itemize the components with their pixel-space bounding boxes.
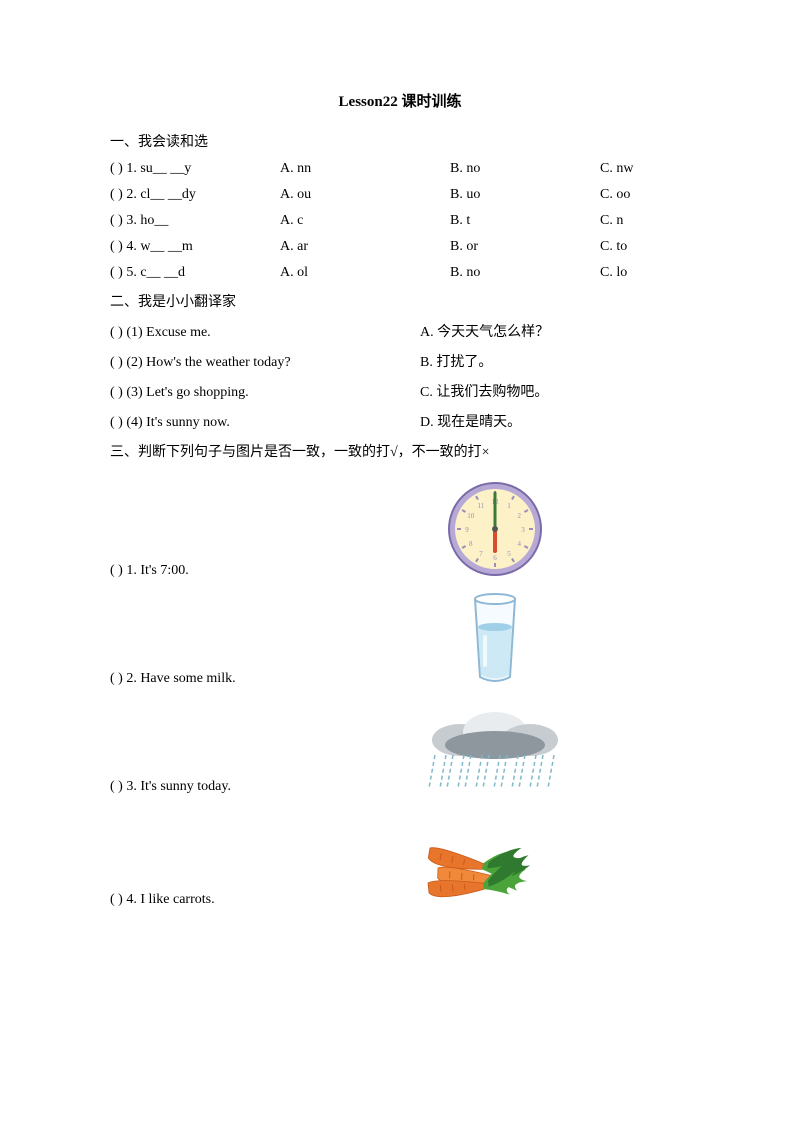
question-text: ( ) 1. su__ __y <box>110 161 280 177</box>
section3-row: ( ) 4. I like carrots. <box>110 803 690 908</box>
section1-header: 一、我会读和选 <box>110 131 690 151</box>
option-c: C. to <box>600 239 680 255</box>
section1-row: ( ) 5. c__ __dA. olB. noC. lo <box>110 265 690 281</box>
option-a: A. nn <box>280 161 450 177</box>
question-text: ( ) 4. w__ __m <box>110 239 280 255</box>
option-c: C. lo <box>600 265 680 281</box>
svg-text:4: 4 <box>517 540 521 548</box>
svg-text:3: 3 <box>521 526 525 534</box>
option-b: B. no <box>450 161 600 177</box>
option-b: B. t <box>450 213 600 229</box>
match-right: A. 今天天气怎么样？ <box>420 321 690 341</box>
section3-row: ( ) 1. It's 7:00.121234567891011 <box>110 471 690 579</box>
option-b: B. uo <box>450 187 600 203</box>
section3-row: ( ) 2. Have some milk. <box>110 587 690 687</box>
rain-icon <box>420 700 570 795</box>
svg-text:10: 10 <box>467 512 475 520</box>
option-a: A. ar <box>280 239 450 255</box>
clock-icon: 121234567891011 <box>420 479 570 579</box>
section2-row: ( ) (1) Excuse me.A. 今天天气怎么样？ <box>110 321 690 341</box>
svg-text:9: 9 <box>465 526 469 534</box>
match-left: ( ) (3) Let's go shopping. <box>110 385 420 401</box>
option-c: C. oo <box>600 187 680 203</box>
svg-text:11: 11 <box>478 502 485 510</box>
section1-row: ( ) 4. w__ __mA. arB. orC. to <box>110 239 690 255</box>
section3-header: 三、判断下列句子与图片是否一致，一致的打√，不一致的打× <box>110 441 690 461</box>
match-right: D. 现在是晴天。 <box>420 411 690 431</box>
match-right: C. 让我们去购物吧。 <box>420 381 690 401</box>
question-text: ( ) 3. ho__ <box>110 213 280 229</box>
svg-text:2: 2 <box>517 512 521 520</box>
option-a: A. c <box>280 213 450 229</box>
option-c: C. nw <box>600 161 680 177</box>
section2-row: ( ) (2) How's the weather today?B. 打扰了。 <box>110 351 690 371</box>
option-b: B. no <box>450 265 600 281</box>
svg-text:8: 8 <box>469 540 473 548</box>
section2-header: 二、我是小小翻译家 <box>110 291 690 311</box>
section3-row: ( ) 3. It's sunny today. <box>110 695 690 795</box>
section1-row: ( ) 2. cl__ __dyA. ouB. uoC. oo <box>110 187 690 203</box>
judge-text: ( ) 4. I like carrots. <box>110 892 420 908</box>
svg-text:1: 1 <box>507 502 511 510</box>
section2-row: ( ) (3) Let's go shopping.C. 让我们去购物吧。 <box>110 381 690 401</box>
svg-text:5: 5 <box>507 550 511 558</box>
glass-icon <box>420 587 570 687</box>
match-left: ( ) (4) It's sunny now. <box>110 415 420 431</box>
section1-row: ( ) 1. su__ __yA. nnB. noC. nw <box>110 161 690 177</box>
svg-text:6: 6 <box>493 554 497 562</box>
match-left: ( ) (2) How's the weather today? <box>110 355 420 371</box>
question-text: ( ) 5. c__ __d <box>110 265 280 281</box>
page-title: Lesson22 课时训练 <box>110 90 690 111</box>
option-a: A. ol <box>280 265 450 281</box>
match-right: B. 打扰了。 <box>420 351 690 371</box>
option-a: A. ou <box>280 187 450 203</box>
section1-row: ( ) 3. ho__A. cB. tC. n <box>110 213 690 229</box>
option-b: B. or <box>450 239 600 255</box>
option-c: C. n <box>600 213 680 229</box>
judge-text: ( ) 2. Have some milk. <box>110 671 420 687</box>
judge-text: ( ) 1. It's 7:00. <box>110 563 420 579</box>
judge-text: ( ) 3. It's sunny today. <box>110 779 420 795</box>
question-text: ( ) 2. cl__ __dy <box>110 187 280 203</box>
carrots-icon <box>420 808 570 908</box>
svg-text:7: 7 <box>479 550 483 558</box>
section2-row: ( ) (4) It's sunny now.D. 现在是晴天。 <box>110 411 690 431</box>
match-left: ( ) (1) Excuse me. <box>110 325 420 341</box>
